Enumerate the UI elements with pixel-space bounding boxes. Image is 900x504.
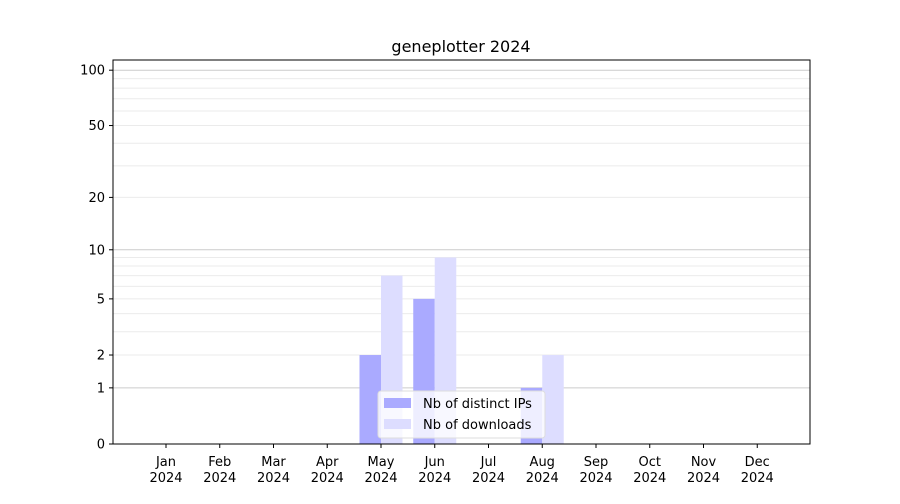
x-tick-label: 2024 [633, 471, 666, 486]
x-tick-label: 2024 [311, 471, 344, 486]
y-tick-label: 100 [80, 64, 105, 79]
legend-label: Nb of downloads [423, 418, 532, 433]
y-tick-label: 10 [88, 243, 105, 258]
x-tick-label: 2024 [526, 471, 559, 486]
x-tick-label: Jul [480, 455, 497, 470]
x-tick-label: 2024 [203, 471, 236, 486]
legend-box [377, 390, 546, 439]
x-tick-label: Oct [639, 455, 661, 470]
x-tick-label: Aug [530, 455, 555, 470]
x-tick-label: 2024 [687, 471, 720, 486]
y-tick-label: 5 [97, 292, 105, 307]
y-tick-label: 20 [88, 191, 105, 206]
y-tick-label: 0 [97, 438, 105, 453]
x-tick-label: 2024 [472, 471, 505, 486]
y-tick-label: 50 [88, 119, 105, 134]
x-tick-label: Mar [261, 455, 286, 470]
x-tick-label: May [368, 455, 395, 470]
legend-swatch [384, 398, 411, 408]
plot-frame [112, 59, 811, 445]
x-tick-label: Jun [424, 455, 445, 470]
legend-label: Nb of distinct IPs [423, 397, 532, 412]
bar [542, 355, 564, 444]
legend-swatch [384, 419, 411, 429]
y-tick-label: 1 [97, 381, 105, 396]
bar [359, 355, 381, 444]
chart-title: geneplotter 2024 [391, 37, 530, 56]
x-tick-label: 2024 [149, 471, 182, 486]
x-tick-label: 2024 [579, 471, 612, 486]
x-tick-label: Dec [745, 455, 770, 470]
x-tick-label: 2024 [741, 471, 774, 486]
x-tick-label: Sep [584, 455, 609, 470]
x-tick-label: 2024 [418, 471, 451, 486]
x-tick-label: 2024 [257, 471, 290, 486]
y-tick-label: 2 [97, 349, 105, 364]
x-tick-label: Feb [208, 455, 231, 470]
legend: Nb of distinct IPs Nb of downloads [377, 390, 546, 439]
x-tick-label: 2024 [364, 471, 397, 486]
x-tick-label: Apr [316, 455, 339, 470]
x-tick-label: Nov [691, 455, 717, 470]
x-tick-label: Jan [155, 455, 176, 470]
